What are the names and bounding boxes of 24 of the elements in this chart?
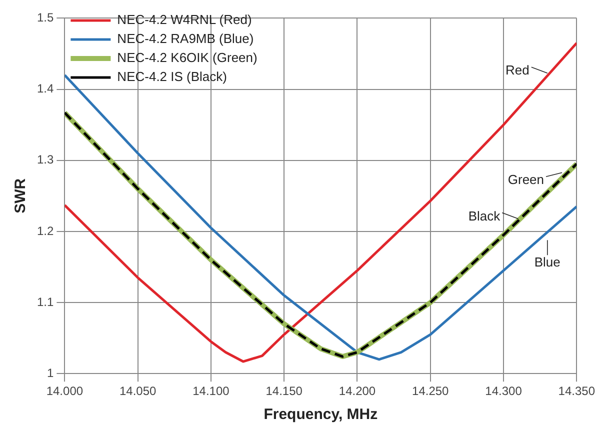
- annotation: Green: [508, 172, 544, 188]
- x-axis-title: Frequency, MHz: [264, 406, 378, 424]
- annotation: Black: [468, 208, 501, 224]
- y-tick-label: 1.5: [36, 10, 54, 25]
- x-tick-label: 14.050: [119, 384, 156, 398]
- y-tick-label: 1: [46, 366, 54, 380]
- x-tick-label: 14.150: [266, 384, 303, 398]
- x-tick-label: 14.300: [485, 384, 522, 398]
- legend-label: NEC-4.2 K6OIK (Green): [117, 50, 258, 66]
- x-tick-label: 14.000: [46, 384, 84, 398]
- y-tick-label: 1.3: [36, 152, 54, 167]
- legend-label: NEC-4.2 RA9MB (Blue): [117, 31, 254, 46]
- annotation: Red: [506, 62, 530, 78]
- x-tick-label: 14.250: [412, 384, 450, 398]
- y-tick-label: 1.2: [36, 224, 54, 238]
- x-tick-label: 14.100: [192, 384, 230, 398]
- y-axis-title: SWR: [12, 178, 30, 214]
- legend-label: NEC-4.2 W4RNL (Red): [117, 12, 252, 28]
- legend-label: NEC-4.2 IS (Black): [117, 69, 227, 84]
- x-tick-label: 14.200: [338, 384, 376, 398]
- y-tick-label: 1.1: [36, 294, 54, 309]
- annotation: Blue: [534, 254, 560, 270]
- y-tick-label: 1.4: [36, 82, 54, 96]
- x-tick-label: 14.350: [558, 384, 596, 398]
